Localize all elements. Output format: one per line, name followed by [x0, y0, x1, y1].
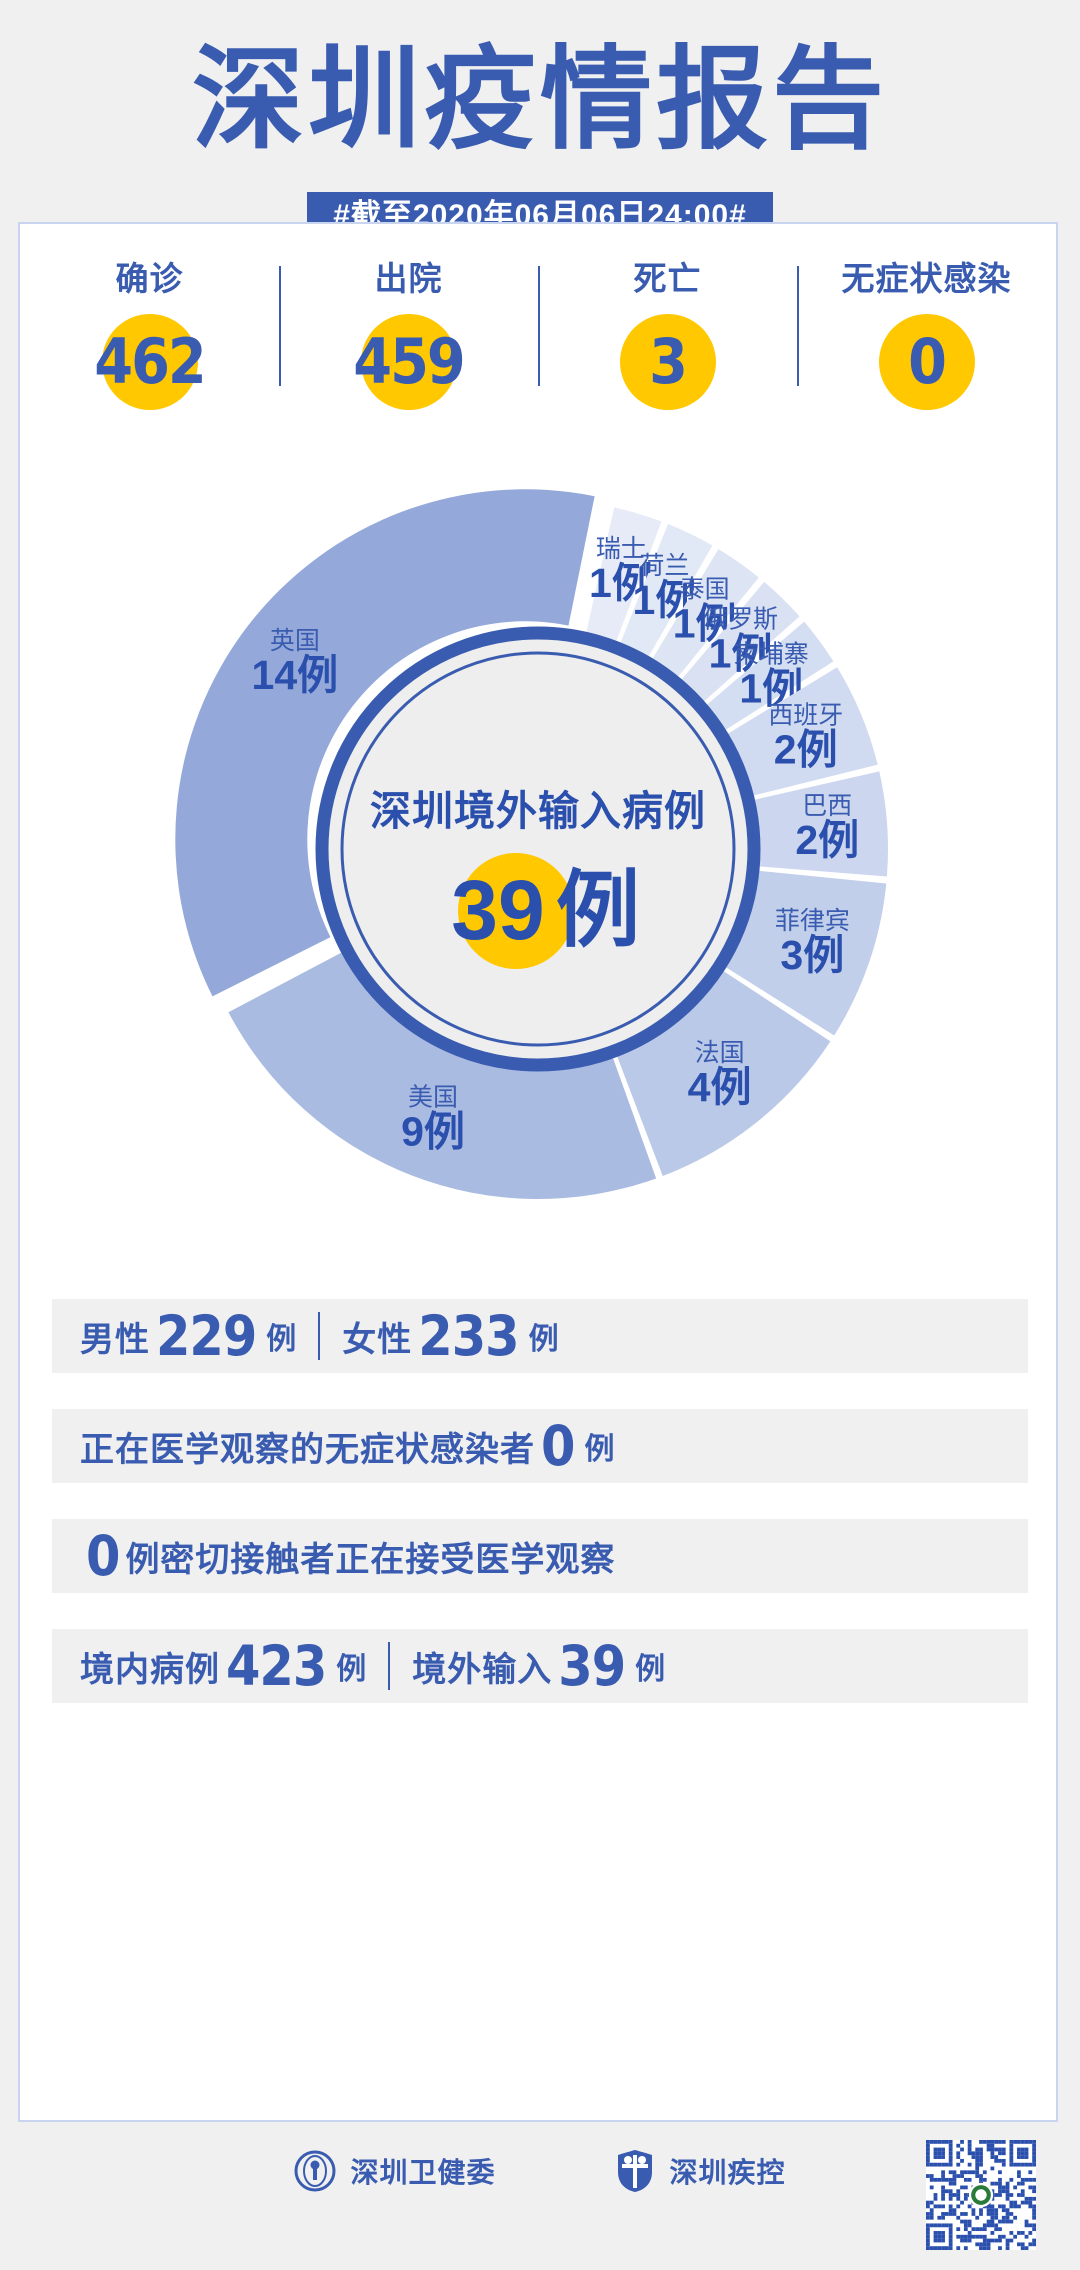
bar-text: 例密切接触者正在接受医学观察: [125, 1540, 616, 1579]
logo-cdc: 深圳疾控: [614, 2148, 786, 2194]
donut-center-unit: 例: [556, 863, 640, 957]
stat-value: 459: [353, 325, 465, 398]
segment-country-label: 菲律宾: [775, 907, 850, 935]
segment-country-label: 法国: [695, 1039, 745, 1067]
segment-country-label: 巴西: [802, 792, 852, 820]
stat-asymptomatic: 无症状感染 0: [797, 252, 1056, 410]
logo-health-commission: 深圳卫健委: [294, 2150, 495, 2192]
asymptomatic-bar: 正在医学观察的无症状感染者 0 例: [52, 1409, 1028, 1483]
logo-label: 深圳卫健委: [350, 2157, 496, 2188]
segment-value-label: 9例: [401, 1108, 465, 1154]
bar-divider: [388, 1642, 391, 1690]
logo-label: 深圳疾控: [669, 2157, 786, 2188]
segment-country-label: 泰国: [680, 576, 730, 604]
donut-segment[interactable]: [650, 549, 759, 680]
donut-segment[interactable]: [228, 950, 657, 1199]
stat-circle: 3: [619, 314, 716, 410]
bar-text: 女性: [342, 1320, 413, 1359]
bar-value: 423: [226, 1634, 327, 1698]
donut-center-ring: [315, 626, 761, 1072]
donut-center-title: 深圳境外输入病例: [370, 788, 706, 834]
segment-value-label: 3例: [780, 932, 844, 978]
gender-bar: 男性 229 例 女性 233 例: [52, 1299, 1028, 1373]
donut-segment[interactable]: [722, 870, 887, 1036]
footer-logos: 深圳卫健委 深圳疾控: [0, 2148, 1080, 2194]
footer: 深圳卫健委 深圳疾控: [0, 2140, 1080, 2258]
bar-value: 229: [156, 1304, 257, 1368]
segment-country-label: 美国: [408, 1083, 458, 1111]
stat-label: 死亡: [633, 260, 702, 297]
qr-code-icon[interactable]: [926, 2140, 1036, 2250]
donut-segment[interactable]: [585, 507, 662, 646]
health-commission-seal-icon: [294, 2150, 336, 2192]
stat-label: 无症状感染: [841, 260, 1012, 297]
donut-segment[interactable]: [724, 667, 878, 797]
bar-unit: 例: [266, 1323, 297, 1356]
donut-segment[interactable]: [175, 489, 595, 997]
stats-row: 确诊 462 出院 459 死亡 3 无症状感染 0: [20, 252, 1056, 410]
stat-label: 出院: [374, 260, 443, 297]
segment-value-label: 2例: [795, 817, 859, 863]
stat-value: 3: [649, 325, 688, 398]
close-contact-bar: 0 例密切接触者正在接受医学观察: [52, 1519, 1028, 1593]
donut-segment[interactable]: [678, 581, 800, 705]
donut-segment[interactable]: [615, 968, 831, 1177]
stat-label: 确诊: [115, 260, 184, 297]
bar-unit: 例: [584, 1433, 615, 1466]
bar-value: 0: [541, 1414, 575, 1478]
bar-text: 男性: [80, 1320, 150, 1359]
bar-text: 正在医学观察的无症状感染者: [80, 1430, 535, 1469]
bar-unit: 例: [635, 1653, 666, 1686]
donut-segment[interactable]: [703, 621, 834, 733]
bar-value: 39: [558, 1634, 626, 1698]
stat-value: 462: [94, 325, 206, 398]
donut-center-ring-inner: [340, 651, 736, 1047]
page-title: 深圳疫情报告: [192, 35, 888, 165]
origin-bar: 境内病例 423 例 境外输入 39 例: [52, 1629, 1028, 1703]
donut-svg: 瑞士1例荷兰1例泰国1例俄罗斯1例柬埔寨1例西班牙2例巴西2例菲律宾3例法国4例…: [175, 489, 889, 1199]
segment-value-label: 14例: [252, 652, 339, 698]
imported-cases-donut-chart: 瑞士 1例 荷兰 1例 泰国 1例 俄罗斯 1例 柬埔寨 1例 西班牙 2例 巴西 2例 菲律宾 3例 法国 4例…: [20, 449, 1056, 1249]
stat-circle: 459: [353, 314, 466, 410]
bar-unit: 例: [528, 1323, 559, 1356]
segment-value-label: 2例: [774, 726, 838, 772]
segment-country-label: 西班牙: [768, 701, 843, 729]
donut-center-value: 39: [451, 863, 544, 957]
bar-unit: 例: [336, 1653, 367, 1686]
segment-country-label: 柬埔寨: [734, 641, 809, 669]
donut-segment[interactable]: [750, 771, 889, 877]
stat-circle: 0: [878, 314, 975, 410]
header: 深圳疫情报告 #截至2020年06月06日24:00#: [0, 0, 1080, 242]
segment-country-label: 俄罗斯: [703, 605, 778, 633]
stat-deaths: 死亡 3: [538, 252, 797, 410]
cdc-shield-icon: [617, 2150, 652, 2192]
segment-country-label: 英国: [270, 627, 320, 655]
summary-bars: 男性 229 例女性 233 例正在医学观察的无症状感染者 0 例 0 例密切接触者正在接受医学…: [52, 1299, 1028, 1703]
bar-value: 0: [86, 1524, 120, 1588]
donut-center-highlight: [458, 853, 574, 969]
stat-confirmed: 确诊 462: [20, 252, 279, 410]
segment-value-label: 4例: [688, 1064, 752, 1110]
bar-divider: [318, 1312, 321, 1360]
stat-discharged: 出院 459: [279, 252, 538, 410]
main-card: 确诊 462 出院 459 死亡 3 无症状感染 0: [18, 222, 1058, 2122]
bar-text: 境外输入: [412, 1650, 553, 1689]
segment-country-label: 瑞士: [596, 535, 646, 563]
stat-circle: 462: [94, 314, 207, 410]
stat-value: 0: [908, 325, 947, 398]
segment-country-label: 荷兰: [639, 552, 689, 580]
donut-segment[interactable]: [618, 524, 713, 660]
bar-value: 233: [418, 1304, 519, 1368]
bar-text: 境内病例: [80, 1650, 220, 1689]
